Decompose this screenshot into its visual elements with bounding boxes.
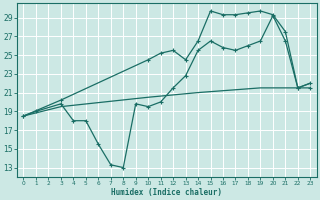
X-axis label: Humidex (Indice chaleur): Humidex (Indice chaleur) bbox=[111, 188, 222, 197]
